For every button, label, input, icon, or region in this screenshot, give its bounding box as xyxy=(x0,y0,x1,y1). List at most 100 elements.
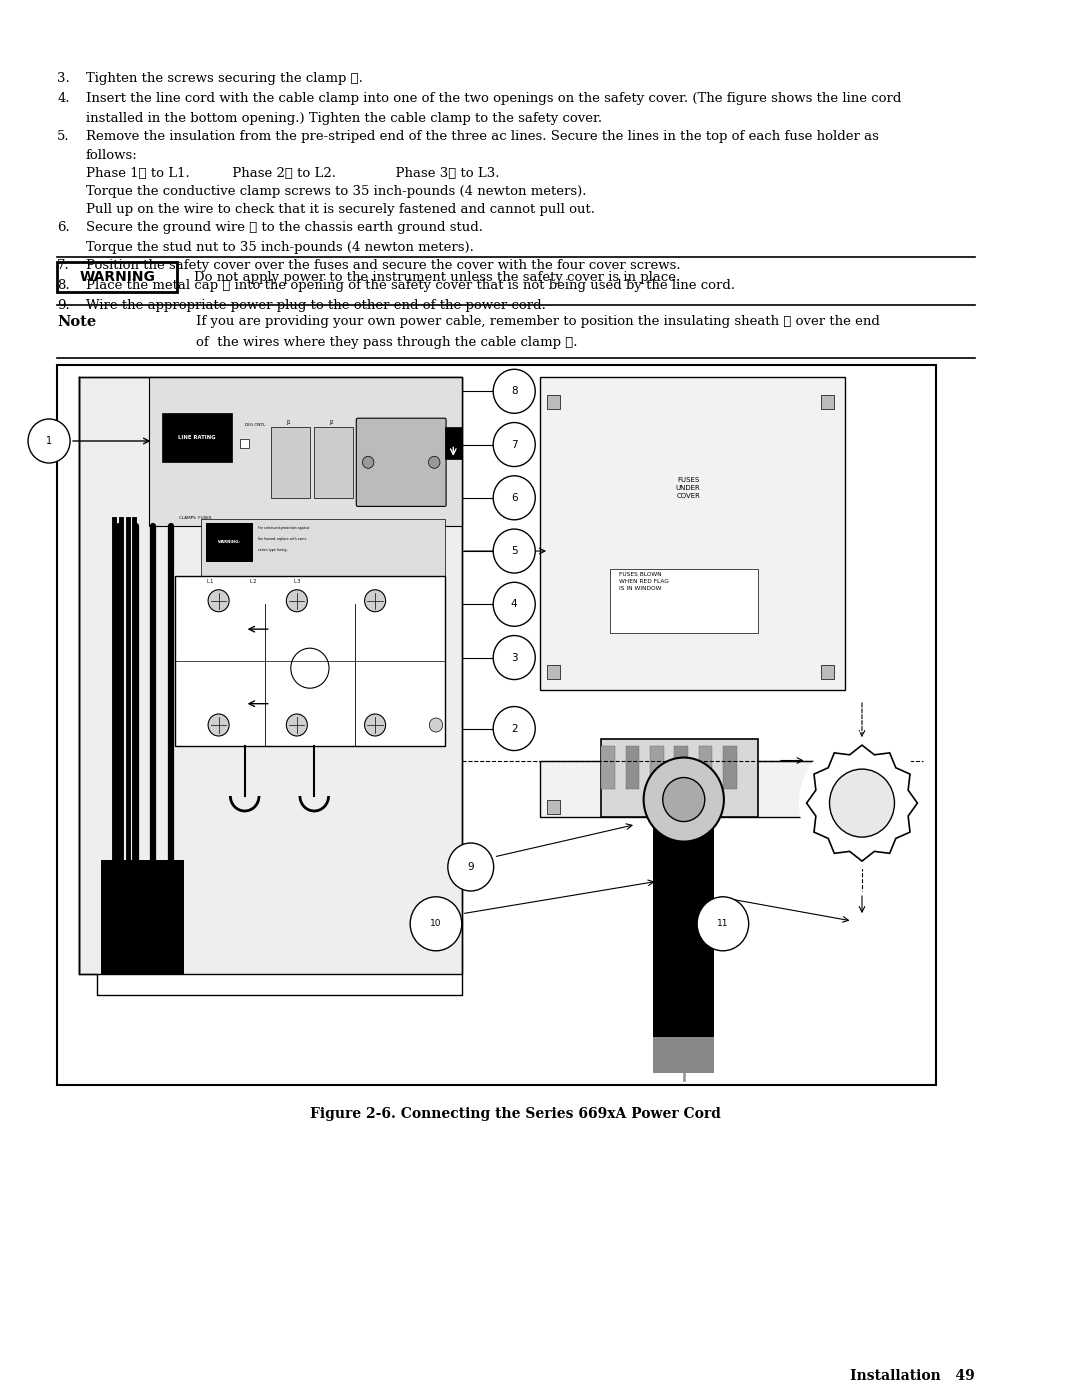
Text: 4.: 4. xyxy=(57,92,70,105)
Circle shape xyxy=(663,778,705,821)
Bar xyxy=(162,412,231,462)
Bar xyxy=(625,746,639,789)
Text: 8: 8 xyxy=(511,387,517,397)
Bar xyxy=(546,799,561,813)
Text: WARNING:: WARNING: xyxy=(218,541,241,545)
Text: DIG CNTL: DIG CNTL xyxy=(245,423,266,427)
Text: LINE RATING: LINE RATING xyxy=(178,434,216,440)
Circle shape xyxy=(28,419,70,462)
Text: CLAMPS  FUSES: CLAMPS FUSES xyxy=(179,515,212,520)
Circle shape xyxy=(365,714,386,736)
Bar xyxy=(205,522,254,562)
Text: Phase 1ⓤ to L1.          Phase 2ⓥ to L2.              Phase 3ⓦ to L3.: Phase 1ⓤ to L1. Phase 2ⓥ to L2. Phase 3ⓦ… xyxy=(86,168,499,180)
Bar xyxy=(821,799,834,813)
Bar xyxy=(445,427,462,458)
Text: WARNING: WARNING xyxy=(79,270,154,284)
Text: Place the metal cap ⓞ into the opening of the safety cover that is not being use: Place the metal cap ⓞ into the opening o… xyxy=(86,279,735,292)
Bar xyxy=(241,439,248,448)
Text: L.3: L.3 xyxy=(293,580,300,584)
Text: Installation   49: Installation 49 xyxy=(850,1369,974,1383)
Text: Wire the appropriate power plug to the other end of the power cord.: Wire the appropriate power plug to the o… xyxy=(86,299,545,312)
Text: 7.: 7. xyxy=(57,258,70,272)
Text: installed in the bottom opening.) Tighten the cable clamp to the safety cover.: installed in the bottom opening.) Tighte… xyxy=(86,112,603,124)
Bar xyxy=(201,520,445,576)
Circle shape xyxy=(494,529,536,573)
Text: 4: 4 xyxy=(511,599,517,609)
Bar xyxy=(821,665,834,679)
Text: of  the wires where they pass through the cable clamp ⓨ.: of the wires where they pass through the… xyxy=(195,337,578,349)
Bar xyxy=(546,665,561,679)
Bar xyxy=(314,427,353,497)
Circle shape xyxy=(494,422,536,467)
Text: 10: 10 xyxy=(430,919,442,928)
Circle shape xyxy=(286,590,308,612)
Text: Torque the conductive clamp screws to 35 inch-pounds (4 newton meters).: Torque the conductive clamp screws to 35… xyxy=(86,184,586,198)
Text: Figure 2-6. Connecting the Series 669xA Power Cord: Figure 2-6. Connecting the Series 669xA … xyxy=(311,1106,721,1120)
Circle shape xyxy=(291,648,329,689)
Text: Note: Note xyxy=(57,314,96,330)
Bar xyxy=(57,365,936,1085)
Text: Insert the line cord with the cable clamp into one of the two openings on the sa: Insert the line cord with the cable clam… xyxy=(86,92,902,105)
Text: For continued protection against: For continued protection against xyxy=(258,527,309,531)
Bar xyxy=(149,377,462,527)
Text: Secure the ground wire ⓧ to the chassis earth ground stud.: Secure the ground wire ⓧ to the chassis … xyxy=(86,221,483,235)
Circle shape xyxy=(448,842,494,891)
Circle shape xyxy=(410,897,462,951)
Text: If you are providing your own power cable, remember to position the insulating s: If you are providing your own power cabl… xyxy=(195,314,880,328)
Text: 3: 3 xyxy=(511,652,517,662)
Text: Do not apply power to the instrument unless the safety cover is in place.: Do not apply power to the instrument unl… xyxy=(194,271,680,284)
Text: 8.: 8. xyxy=(57,279,70,292)
Bar xyxy=(723,746,737,789)
Circle shape xyxy=(429,718,443,732)
Bar xyxy=(602,746,616,789)
Text: 11: 11 xyxy=(717,919,729,928)
Text: Position the safety cover over the fuses and secure the cover with the four cove: Position the safety cover over the fuses… xyxy=(86,258,680,272)
Text: FUSES
UNDER
COVER: FUSES UNDER COVER xyxy=(676,476,701,500)
Circle shape xyxy=(494,476,536,520)
Circle shape xyxy=(799,738,926,869)
Bar xyxy=(80,377,462,974)
Bar xyxy=(57,263,177,292)
FancyBboxPatch shape xyxy=(602,739,758,817)
Circle shape xyxy=(697,897,748,951)
Circle shape xyxy=(365,590,386,612)
Polygon shape xyxy=(807,745,917,861)
Circle shape xyxy=(208,590,229,612)
Text: L.1: L.1 xyxy=(206,580,214,584)
Text: 7: 7 xyxy=(511,440,517,450)
Text: series type fusing.: series type fusing. xyxy=(258,548,287,552)
Bar xyxy=(175,576,445,746)
Text: L.2: L.2 xyxy=(249,580,257,584)
Circle shape xyxy=(429,457,440,468)
Circle shape xyxy=(208,714,229,736)
Text: 9.: 9. xyxy=(57,299,70,312)
Text: 1: 1 xyxy=(46,436,52,446)
Circle shape xyxy=(363,457,374,468)
Text: Remove the insulation from the pre-striped end of the three ac lines. Secure the: Remove the insulation from the pre-strip… xyxy=(86,130,879,142)
Bar xyxy=(650,746,664,789)
Bar xyxy=(271,427,310,497)
Bar xyxy=(540,377,845,690)
Circle shape xyxy=(494,636,536,679)
Text: 9: 9 xyxy=(468,862,474,872)
Bar xyxy=(821,395,834,409)
Text: FUSES BLOWN
WHEN RED FLAG
IS IN WINDOW: FUSES BLOWN WHEN RED FLAG IS IN WINDOW xyxy=(619,573,669,591)
Circle shape xyxy=(644,757,724,841)
Circle shape xyxy=(494,707,536,750)
Bar xyxy=(540,760,845,817)
Bar xyxy=(102,861,184,974)
Text: 6.: 6. xyxy=(57,221,70,235)
Text: 5.: 5. xyxy=(57,130,70,142)
Text: Torque the stud nut to 35 inch-pounds (4 newton meters).: Torque the stud nut to 35 inch-pounds (4… xyxy=(86,240,474,253)
Circle shape xyxy=(494,583,536,626)
Bar xyxy=(546,395,561,409)
Circle shape xyxy=(829,770,894,837)
Bar xyxy=(674,746,688,789)
Bar xyxy=(653,817,714,1045)
FancyBboxPatch shape xyxy=(356,418,446,506)
Text: fire hazard, replace with same: fire hazard, replace with same xyxy=(258,536,307,541)
Text: J1: J1 xyxy=(286,419,291,425)
Circle shape xyxy=(494,369,536,414)
Text: 3.: 3. xyxy=(57,73,70,85)
Bar xyxy=(699,746,713,789)
